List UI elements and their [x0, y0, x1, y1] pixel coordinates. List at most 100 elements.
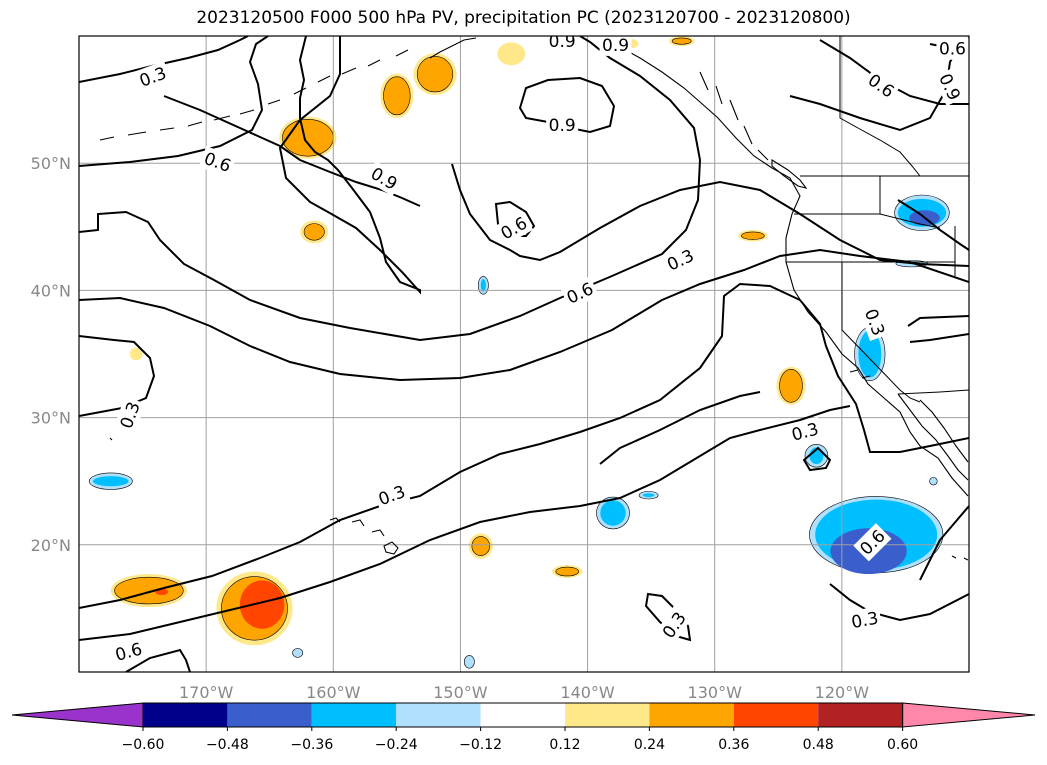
y-axis-tick-labels: 20°N 30°N 40°N 50°N [31, 154, 71, 555]
colorbar-segment [649, 703, 734, 727]
colorbar-segment [733, 703, 819, 727]
contour-label-halo [859, 303, 891, 341]
precip-blob [416, 56, 454, 93]
contour-label-halo [599, 36, 632, 56]
contour-label-halo [933, 67, 967, 107]
contour-line [802, 446, 832, 472]
precip-blob [239, 580, 285, 629]
vancouver-island [771, 159, 808, 189]
precip-blob [129, 347, 143, 361]
contour-label-halo [655, 605, 693, 645]
colorbar-segment [311, 703, 397, 727]
contour-label-text: 0.6 [939, 40, 966, 60]
contour-label-halo [861, 67, 901, 104]
precip-blob [642, 493, 655, 498]
contour-label-halo [560, 276, 600, 310]
precip-blob [858, 330, 882, 378]
contour-label: 0.9 [933, 67, 967, 107]
contour-label: 0.6 [936, 37, 969, 60]
colorbar-tick-label: 0.24 [634, 737, 665, 753]
precip-blob [497, 42, 526, 66]
colorbar-tick-label: −0.12 [459, 737, 502, 753]
pv-contours [79, 36, 969, 672]
washington-oregon-border [794, 213, 941, 229]
contour-label-halo [847, 606, 883, 634]
y-tick-label: 50°N [31, 154, 71, 173]
chart-title: 2023120500 F000 500 hPa PV, precipitatio… [196, 8, 851, 28]
contour-line [125, 648, 191, 672]
contour-line [897, 199, 969, 251]
contour-line [79, 36, 249, 83]
midway-atoll [109, 437, 113, 441]
contour-label: 0.9 [546, 36, 579, 53]
contour-line [79, 248, 969, 382]
colorbar-extend-max [902, 702, 1036, 728]
contour-line [79, 282, 969, 609]
contour-label-halo [936, 37, 969, 60]
nevada-border [841, 262, 901, 391]
coastlines [99, 37, 969, 561]
alaska-canada-border [839, 36, 921, 177]
colorbar-tick-label: 0.60 [887, 737, 918, 753]
contour-label-halo [114, 396, 146, 434]
colorbar-tick-label: −0.36 [290, 737, 333, 753]
precip-blob [779, 368, 803, 403]
y-tick-label: 20°N [31, 536, 71, 555]
revillagigedo-islands [951, 555, 969, 561]
contour-label: 0.9 [599, 36, 632, 56]
map-frame [78, 35, 970, 673]
contour-label: 0.3 [847, 606, 883, 634]
precip-blob [303, 223, 325, 241]
colorbar-extend-min [11, 702, 144, 728]
colorbar-segment [565, 703, 650, 727]
contour-line [79, 36, 269, 167]
contour-label-halo [494, 210, 534, 246]
contour-label-halo [198, 146, 237, 178]
contour-label: 0.6 [853, 523, 892, 562]
contour-line [451, 163, 969, 267]
aleutian-islands [99, 49, 409, 141]
x-tick-label: 140°W [560, 683, 615, 702]
contour-label-text: 0.9 [549, 116, 576, 136]
contour-label: 0.6 [110, 636, 147, 667]
colorbar: −0.60 −0.48 −0.36 −0.24 −0.12 0.12 0.24 0.36 0.4… [11, 702, 1036, 753]
x-tick-label: 150°W [433, 683, 488, 702]
x-axis-tick-labels: 170°W 160°W 150°W 140°W 130°W 120°W [179, 683, 869, 702]
hawaiian-islands [329, 517, 399, 555]
contour-label-halo [110, 636, 147, 667]
y-tick-label: 30°N [31, 409, 71, 428]
alexander-archipelago [699, 71, 769, 161]
contour-line [919, 505, 969, 581]
colorbar-tick-label: −0.48 [206, 737, 249, 753]
precip-blob [471, 536, 490, 556]
contour-label-text: 0.9 [602, 36, 629, 56]
precip-blob [463, 655, 475, 669]
contour-line [518, 76, 616, 134]
colorbar-segment [143, 703, 228, 727]
precip-blob [671, 37, 692, 45]
colorbar-frame [142, 702, 904, 728]
precip-blob [480, 278, 486, 292]
precip-blob [741, 231, 765, 240]
colorbar-tick-label: −0.60 [122, 737, 165, 753]
precip-blob [292, 648, 304, 658]
x-tick-label: 120°W [815, 683, 870, 702]
colorbar-tick-label: 0.48 [803, 737, 834, 753]
contour-line [79, 405, 851, 641]
colorbar-segment [227, 703, 312, 727]
political-borders [786, 36, 969, 403]
colorbar-segment [818, 703, 903, 727]
precip-blob [92, 476, 129, 487]
contour-line [79, 36, 702, 342]
california-arizona-border [899, 389, 921, 403]
contour-label-halo [786, 416, 824, 447]
alaska-peninsula-coastline [429, 37, 477, 59]
colorbar-segment [396, 703, 481, 727]
contour-label: 0.9 [546, 114, 579, 137]
contour-label-text: 0.3 [850, 609, 880, 633]
contour-line [278, 36, 421, 295]
contour-label-halo [661, 243, 700, 277]
contour-line [829, 583, 969, 622]
contour-line [907, 315, 969, 327]
